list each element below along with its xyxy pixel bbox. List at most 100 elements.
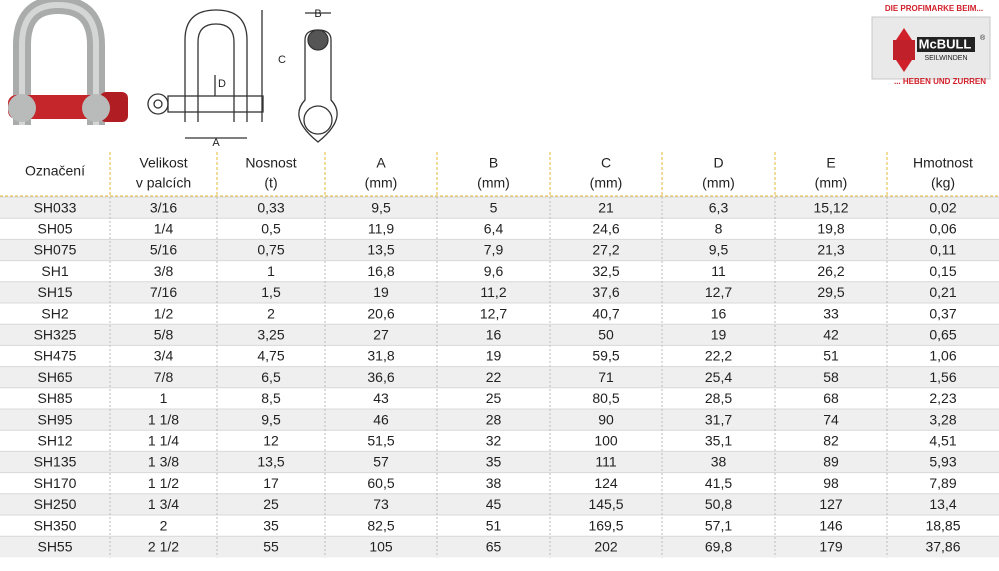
table-cell: 5/16 xyxy=(150,242,177,258)
table-cell: 59,5 xyxy=(592,348,619,364)
row-shade xyxy=(0,451,999,473)
table-cell: 4,75 xyxy=(257,348,284,364)
table-cell: 1 1/8 xyxy=(148,411,179,427)
column-header: (mm) xyxy=(590,175,623,191)
table-cell: 0,75 xyxy=(257,242,284,258)
table-cell: SH55 xyxy=(37,539,72,555)
table-cell: 35 xyxy=(263,517,279,533)
column-header: (mm) xyxy=(702,175,735,191)
table-cell: 146 xyxy=(819,517,843,533)
table-cell: 25 xyxy=(263,496,279,512)
table-cell: 51,5 xyxy=(367,433,394,449)
table-cell: 27 xyxy=(373,327,389,343)
table-cell: 17 xyxy=(263,475,279,491)
table-cell: 2,23 xyxy=(929,390,956,406)
table-cell: SH2 xyxy=(41,305,68,321)
table-cell: 38 xyxy=(711,454,727,470)
table-cell: 111 xyxy=(595,454,616,470)
table-cell: 28 xyxy=(486,411,502,427)
table-cell: 9,5 xyxy=(709,242,729,258)
table-cell: 20,6 xyxy=(367,305,394,321)
table-cell: 21,3 xyxy=(817,242,844,258)
table-cell: 3/16 xyxy=(150,199,177,215)
table-cell: 31,7 xyxy=(705,411,732,427)
table-cell: 28,5 xyxy=(705,390,732,406)
table-cell: 55 xyxy=(263,539,279,555)
table-cell: 1 3/4 xyxy=(148,496,179,512)
table-cell: 0,37 xyxy=(929,305,956,321)
table-cell: 1,5 xyxy=(261,284,281,300)
table-cell: 3/4 xyxy=(154,348,174,364)
table-cell: SH12 xyxy=(37,433,72,449)
row-shade xyxy=(0,324,999,346)
table-cell: 32 xyxy=(486,433,502,449)
table-cell: 7/16 xyxy=(150,284,177,300)
table-cell: 68 xyxy=(823,390,839,406)
shackle-photo xyxy=(8,0,128,125)
table-cell: SH170 xyxy=(34,475,77,491)
table-cell: 1/2 xyxy=(154,305,174,321)
table-cell: 7,89 xyxy=(929,475,956,491)
table-cell: SH325 xyxy=(34,327,77,343)
table-cell: SH250 xyxy=(34,496,77,512)
table-cell: 98 xyxy=(823,475,839,491)
table-cell: 7/8 xyxy=(154,369,174,385)
table-cell: 1 xyxy=(160,390,168,406)
table-cell: 6,5 xyxy=(261,369,281,385)
table-cell: 145,5 xyxy=(588,496,623,512)
table-cell: 5 xyxy=(490,199,498,215)
table-cell: 100 xyxy=(594,433,618,449)
table-cell: 19 xyxy=(711,327,727,343)
diagram-label: D xyxy=(218,78,226,90)
column-header: Nosnost xyxy=(245,155,296,171)
table-cell: 15,12 xyxy=(813,199,848,215)
table-cell: SH1 xyxy=(41,263,68,279)
table-cell: 5,93 xyxy=(929,454,956,470)
row-shade xyxy=(0,493,999,515)
table-cell: 3/8 xyxy=(154,263,174,279)
table-cell: 18,85 xyxy=(925,517,960,533)
table-cell: SH95 xyxy=(37,411,72,427)
table-cell: 2 1/2 xyxy=(148,539,179,555)
shackle-diagram xyxy=(147,9,338,143)
table-cell: 1 1/2 xyxy=(148,475,179,491)
table-cell: 1,56 xyxy=(929,369,956,385)
table-cell: 41,5 xyxy=(705,475,732,491)
spec-table: Označení Velikost v palcích Nosnost (t) A (mm)… xyxy=(0,152,999,558)
column-header: A xyxy=(376,155,386,171)
table-cell: 42 xyxy=(823,327,839,343)
row-shade xyxy=(0,197,999,219)
table-cell: 46 xyxy=(373,411,389,427)
table-cell: 0,33 xyxy=(257,199,284,215)
table-cell: 0,15 xyxy=(929,263,956,279)
table-cell: 36,6 xyxy=(367,369,394,385)
table-cell: 38 xyxy=(486,475,502,491)
table-cell: 60,5 xyxy=(367,475,394,491)
table-cell: 9,5 xyxy=(371,199,391,215)
row-shade xyxy=(0,239,999,261)
table-cell: 37,6 xyxy=(592,284,619,300)
column-header: (t) xyxy=(264,175,277,191)
table-cell: 82,5 xyxy=(367,517,394,533)
table-cell: 105 xyxy=(369,539,393,555)
row-shade xyxy=(0,366,999,388)
table-cell: 19 xyxy=(373,284,389,300)
table-cell: 169,5 xyxy=(588,517,623,533)
table-cell: 24,6 xyxy=(592,221,619,237)
table-cell: 57,1 xyxy=(705,517,732,533)
table-cell: 2 xyxy=(267,305,275,321)
table-cell: SH15 xyxy=(37,284,72,300)
table-cell: 0,02 xyxy=(929,199,956,215)
logo-brand: McBULL xyxy=(919,36,972,51)
diagram-label: A xyxy=(212,137,220,149)
table-cell: 4,51 xyxy=(929,433,956,449)
table-cell: 1 xyxy=(267,263,275,279)
table-cell: 8 xyxy=(715,221,723,237)
table-cell: 0,11 xyxy=(930,242,956,258)
table-cell: 40,7 xyxy=(592,305,619,321)
diagram-label: C xyxy=(278,54,286,66)
column-header: (kg) xyxy=(931,175,955,191)
table-cell: 21 xyxy=(598,199,614,215)
table-cell: 45 xyxy=(486,496,502,512)
table-cell: 58 xyxy=(823,369,839,385)
